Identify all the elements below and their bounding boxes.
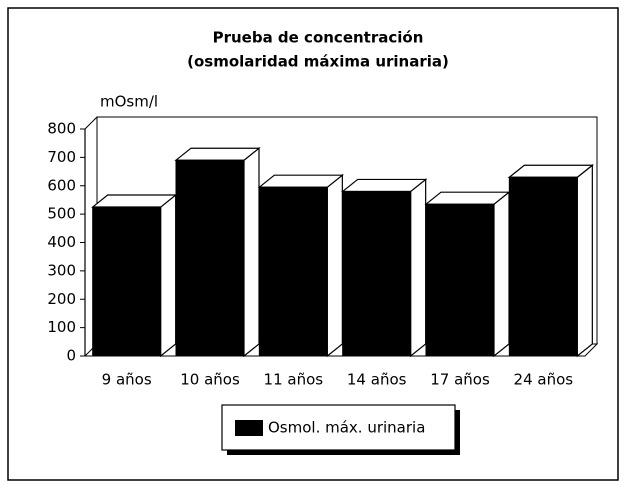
bar (175, 159, 245, 357)
chart-subtitle: (osmolaridad máxima urinaria) (187, 53, 449, 71)
bar-top (424, 191, 511, 205)
x-tick-label: 24 años (514, 371, 574, 389)
bar (425, 203, 495, 357)
y-tick-label: 100 (47, 318, 76, 336)
bar-side (576, 163, 593, 358)
x-tick-label: 17 años (430, 371, 490, 389)
chart-title: Prueba de concentración (213, 29, 424, 47)
x-tick-label: 9 años (102, 371, 152, 389)
y-tick-label: 600 (47, 176, 76, 194)
bar-side (243, 146, 260, 358)
y-axis-label: mOsm/l (100, 93, 158, 111)
bar-side (493, 190, 510, 358)
bar (258, 186, 328, 357)
legend-label: Osmol. máx. urinaria (268, 419, 425, 437)
bar (342, 190, 412, 357)
bar-side (326, 173, 343, 358)
y-tick-label: 300 (47, 261, 76, 279)
y-tick-label: 0 (66, 347, 76, 365)
x-tick-label: 14 años (347, 371, 407, 389)
y-tick-label: 200 (47, 290, 76, 308)
x-tick-label: 10 años (180, 371, 240, 389)
legend-swatch (235, 420, 263, 436)
bar-top (507, 164, 595, 178)
bar-top (174, 147, 261, 161)
x-tick-label: 11 años (264, 371, 324, 389)
y-tick-label: 700 (47, 148, 76, 166)
bar-side (160, 193, 177, 358)
bar-top (257, 174, 345, 188)
bar (92, 206, 162, 357)
y-tick-label: 400 (47, 233, 76, 251)
bar-top (340, 178, 428, 193)
bar-top (90, 194, 178, 208)
bar (508, 176, 578, 357)
y-tick-label: 500 (47, 205, 76, 223)
wall-edge (84, 116, 98, 130)
y-tick-label: 800 (47, 120, 76, 138)
bar-side (410, 178, 427, 358)
